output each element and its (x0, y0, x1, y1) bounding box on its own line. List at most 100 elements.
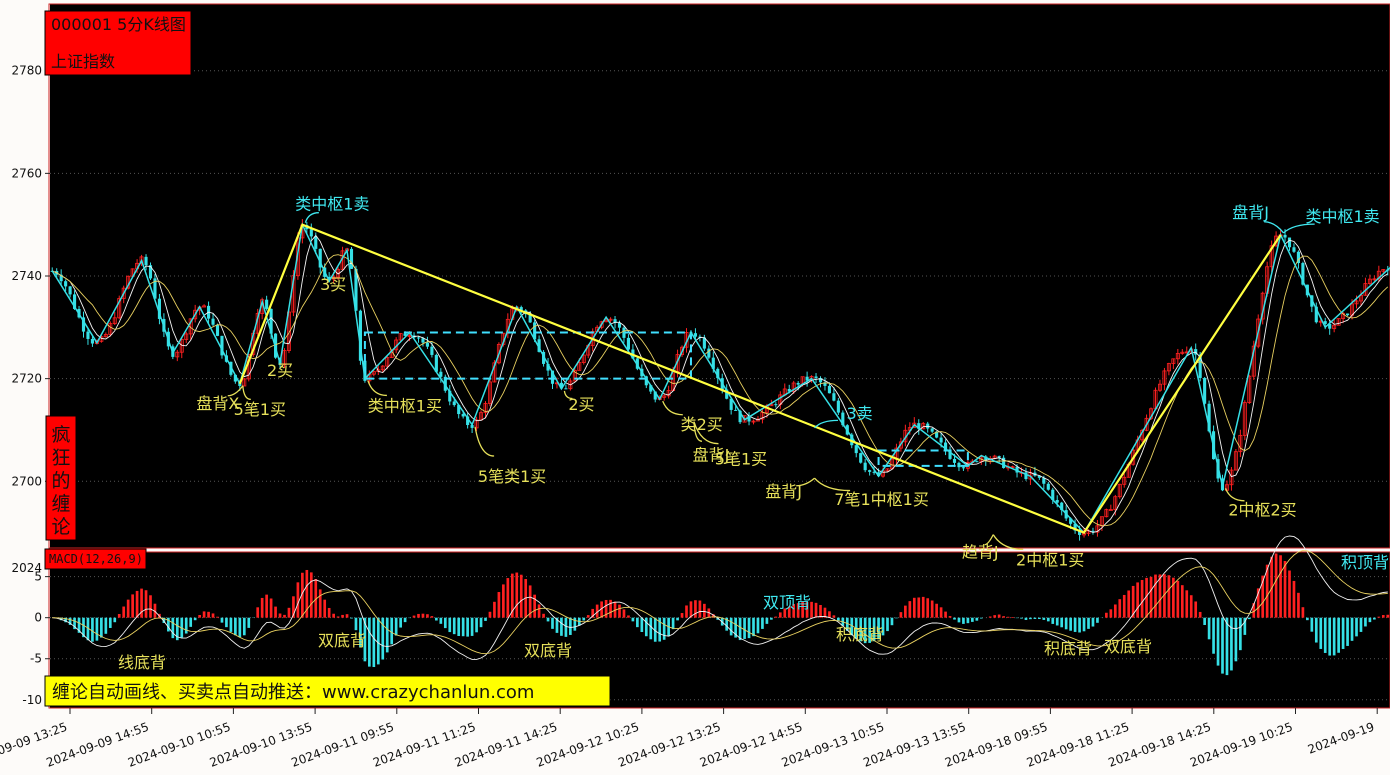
y-tick-label: 2720 (11, 372, 42, 386)
annotation-label: 2买 (267, 361, 293, 380)
y-tick-label: 2760 (11, 166, 42, 180)
annotation-arrow (814, 477, 851, 492)
candle-body (1010, 466, 1015, 469)
candle-body (577, 362, 582, 371)
candle-body (702, 337, 706, 349)
candle-body (872, 471, 876, 473)
macd-annotation-label: 线底背 (118, 653, 166, 672)
title-box (44, 10, 192, 76)
macd-panel-border (48, 551, 1390, 709)
candle-body (121, 287, 126, 299)
candle-body (617, 322, 622, 328)
candle-body (358, 310, 362, 361)
candle-body (1073, 523, 1077, 531)
candle-body (832, 393, 836, 401)
candle-body (1158, 383, 1162, 391)
candle-body (823, 382, 827, 386)
candle-body (59, 274, 63, 282)
candle-body (416, 337, 421, 339)
candle-body (975, 461, 979, 463)
candle-body (747, 415, 751, 422)
candle-body (898, 441, 903, 449)
candle-body (144, 256, 148, 266)
candle-body (564, 388, 568, 390)
y-tick-label: 2700 (11, 474, 42, 488)
candle-body (314, 236, 318, 249)
annotation-label: 7笔1中枢1买 (834, 490, 929, 509)
candle-body (1247, 375, 1252, 404)
candle-body (774, 404, 778, 406)
candle-body (430, 346, 434, 355)
candle-body (117, 298, 122, 319)
candle-body (1198, 354, 1202, 378)
candle-body (533, 322, 537, 340)
candle-body (1323, 321, 1327, 324)
candle-body (1078, 530, 1082, 535)
candle-body (1180, 351, 1185, 354)
candle-body (1238, 434, 1243, 453)
candle-body (282, 350, 287, 366)
chart-title: 000001 5分K线图 (51, 15, 186, 34)
annotation-arrow (367, 380, 387, 397)
annotation-arrow (693, 421, 719, 445)
candle-body (805, 376, 809, 381)
macd-y-tick-label: 2024 (11, 561, 42, 575)
annotation-arrow (796, 477, 815, 487)
candle-body (1069, 518, 1073, 524)
candle-body (466, 416, 470, 426)
candle-body (854, 445, 858, 454)
candle-body (439, 371, 443, 377)
candle-body (550, 370, 555, 384)
candle-body (1037, 475, 1041, 478)
side-label-char: 疯 (51, 424, 70, 446)
candle-body (859, 453, 863, 463)
banner-text: 缠论自动画线、买卖点自动推送：www.crazychanlun.com (52, 682, 534, 703)
candle-body (1060, 502, 1064, 511)
candle-body (944, 442, 948, 451)
annotation-arrow (563, 390, 573, 400)
annotation-arrow (279, 364, 284, 369)
candle-body (961, 467, 965, 469)
candle-body (452, 401, 456, 406)
candle-body (103, 334, 108, 338)
candle-body (1175, 353, 1180, 360)
candle-body (215, 324, 220, 336)
candle-body (1207, 403, 1211, 432)
candle-body (148, 265, 153, 279)
candle-body (649, 385, 653, 392)
candle-body (90, 338, 94, 344)
candle-body (1332, 324, 1337, 330)
annotation-label: 2中枢1买 (1016, 551, 1084, 570)
candle-body (791, 382, 796, 392)
candle-body (461, 414, 465, 417)
candle-body (707, 348, 711, 358)
macd-annotation-label: 双底背 (524, 641, 572, 660)
candle-body (1113, 496, 1118, 510)
annotation-label: 5笔类1买 (478, 467, 546, 486)
candle-body (1171, 358, 1176, 364)
macd-annotation-label: 积顶背 (1341, 553, 1389, 572)
side-label-char: 缠 (51, 493, 70, 515)
candle-body (425, 342, 429, 347)
candle-body (850, 434, 854, 446)
candle-body (559, 382, 563, 389)
macd-label: MACD(12,26,9) (49, 552, 143, 566)
candle-body (421, 338, 425, 343)
candle-body (157, 298, 161, 319)
candle-body (354, 268, 358, 311)
candle-body (233, 374, 237, 382)
candle-body (653, 391, 657, 400)
candle-body (622, 327, 626, 338)
candle-body (64, 281, 68, 287)
annotation-arrow (474, 426, 495, 457)
annotation-label: 盘背J (1232, 203, 1269, 222)
annotation-label: 3卖 (846, 404, 872, 423)
annotation-arrow (1283, 223, 1315, 234)
candle-body (1346, 313, 1350, 316)
macd-annotation-label: 积底背 (1044, 639, 1092, 658)
annotation-label: 5笔1买 (234, 400, 286, 419)
candle-body (1051, 489, 1055, 501)
candle-body (836, 400, 840, 413)
candle-body (1166, 363, 1171, 372)
